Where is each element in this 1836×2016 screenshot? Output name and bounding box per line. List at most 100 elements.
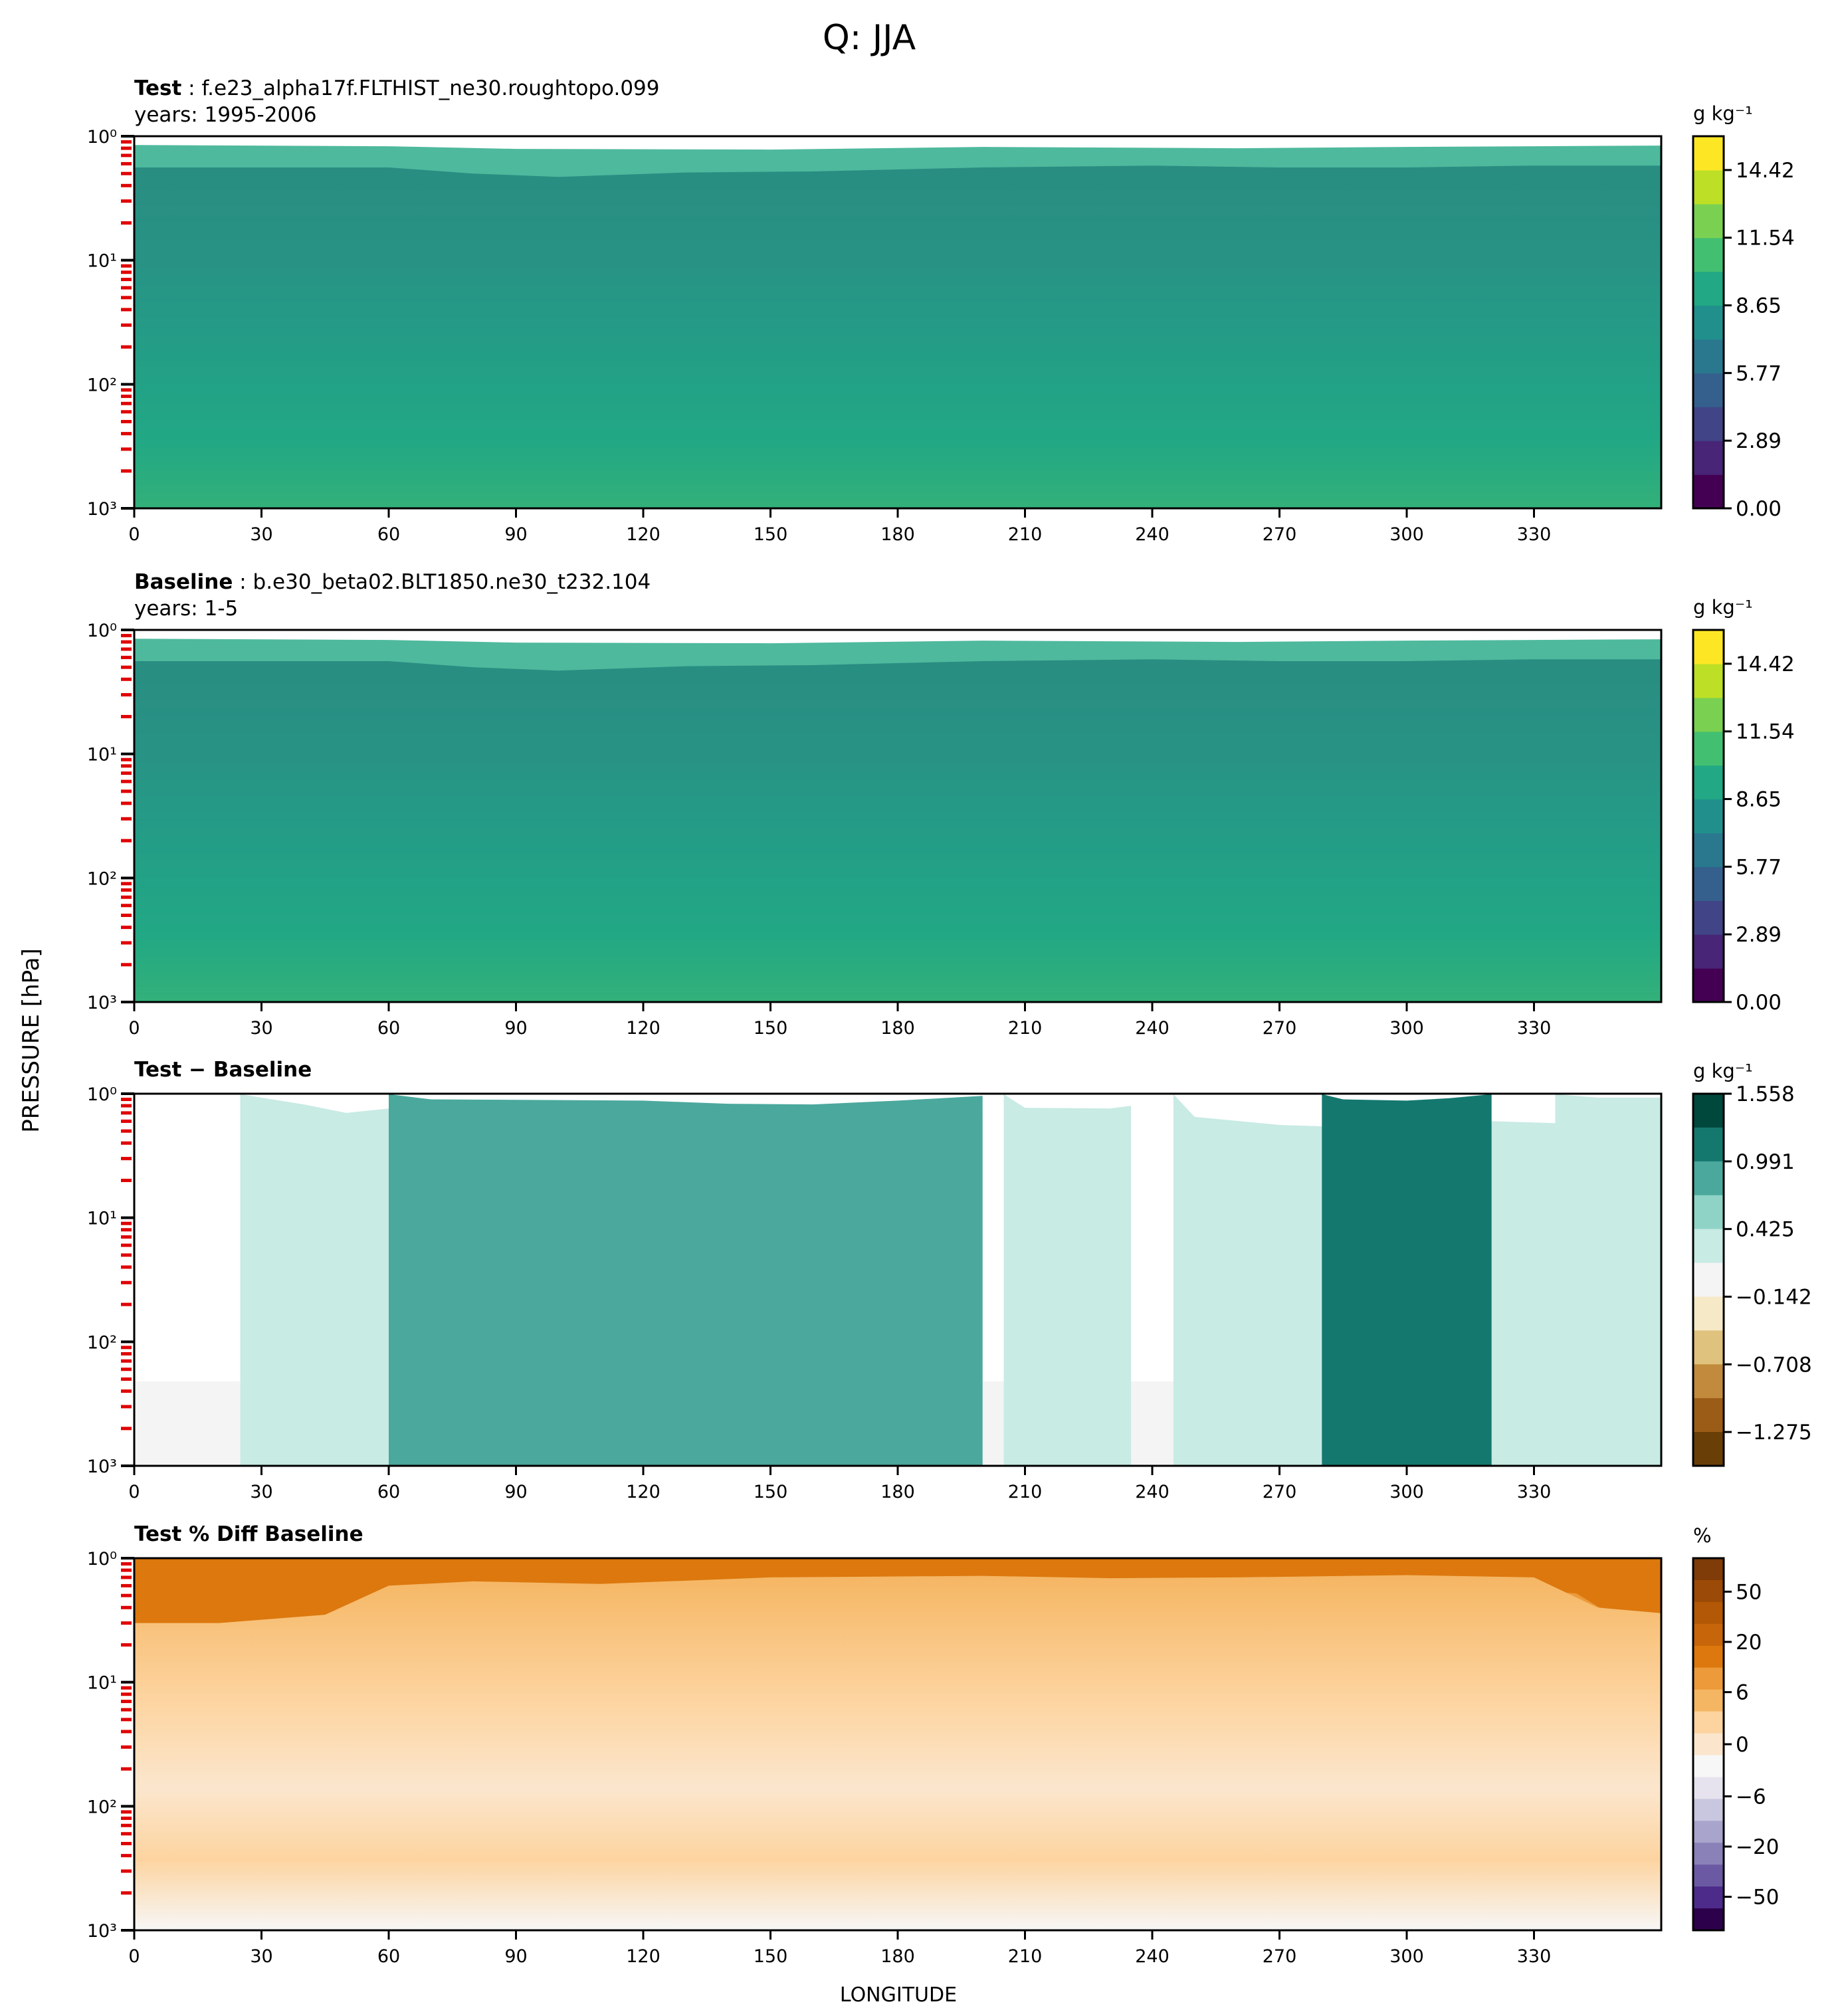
x-tick-label: 270 (1263, 1946, 1297, 1967)
colorbar-bin (1693, 731, 1724, 766)
colorbar-bin (1693, 1330, 1724, 1365)
colorbar-bin (1693, 441, 1724, 475)
heatmap-field (134, 145, 1661, 508)
x-tick-label: 180 (880, 1018, 915, 1039)
colorbar-bin (1693, 373, 1724, 407)
colorbar-tick-label: 20 (1736, 1631, 1762, 1655)
colorbar-bin (1693, 934, 1724, 969)
x-tick-label: 330 (1517, 1018, 1552, 1039)
x-tick-label: 210 (1008, 1946, 1043, 1967)
colorbar-units: g kg⁻¹ (1693, 1060, 1753, 1082)
colorbar-bin (1693, 203, 1724, 239)
colorbar-bin (1693, 1262, 1724, 1298)
y-tick-label: 10⁰ (87, 1549, 117, 1569)
colorbar-bin (1693, 1127, 1724, 1162)
colorbar-tick-label: 0.00 (1736, 991, 1782, 1015)
colorbar-tick-label: 5.77 (1736, 855, 1782, 879)
colorbar-bin (1693, 1799, 1724, 1821)
colorbar-bin (1693, 1432, 1724, 1466)
x-tick-label: 120 (626, 1018, 661, 1039)
colorbar-bin (1693, 833, 1724, 867)
colorbar-bin (1693, 136, 1724, 171)
field-region-positive (1555, 1094, 1661, 1466)
y-tick-label: 10¹ (87, 1209, 117, 1229)
colorbar-bin (1693, 1733, 1724, 1756)
colorbar-bin (1693, 1195, 1724, 1230)
colorbar-bin (1693, 697, 1724, 732)
y-tick-label: 10² (87, 375, 117, 395)
colorbar-bin (1693, 799, 1724, 834)
colorbar-bin (1693, 1645, 1724, 1668)
colorbar-tick-label: 0.425 (1736, 1218, 1795, 1242)
y-axis-label: PRESSURE [hPa] (18, 948, 45, 1132)
colorbar-border (1692, 1092, 1725, 1467)
x-tick-label: 150 (754, 1482, 788, 1502)
y-tick-label: 10³ (87, 1457, 117, 1477)
x-tick-label: 270 (1263, 1482, 1297, 1502)
colorbar-bin (1693, 1558, 1724, 1581)
colorbar-tick-label: −0.708 (1736, 1353, 1812, 1377)
colorbar-tick-label: 1.558 (1736, 1082, 1795, 1106)
y-tick-label: 10⁰ (87, 621, 117, 641)
colorbar-units: g kg⁻¹ (1693, 102, 1753, 125)
colorbar-tick-label: 0.00 (1736, 497, 1782, 521)
field-region-small-positive (134, 1575, 1661, 1930)
panel-title-rest: : f.e23_alpha17f.FLTHIST_ne30.roughtopo.… (181, 76, 659, 100)
x-tick-label: 240 (1135, 1482, 1170, 1502)
colorbar-border (1692, 629, 1725, 1003)
x-tick-label: 300 (1389, 524, 1424, 545)
colorbar-bin (1693, 1364, 1724, 1399)
colorbar-bin (1693, 271, 1724, 306)
colorbar-bin (1693, 968, 1724, 1003)
x-tick-label: 0 (128, 1482, 140, 1502)
x-tick-label: 90 (504, 1946, 527, 1967)
panel-title-bold: Test − Baseline (134, 1058, 312, 1082)
x-tick-label: 90 (504, 524, 527, 545)
field-region-positive (1003, 1094, 1132, 1466)
x-tick-label: 30 (250, 524, 272, 545)
panel-title-bold: Test % Diff Baseline (134, 1522, 363, 1546)
figure-title: Q: JJA (823, 18, 916, 58)
colorbar-border (1692, 135, 1725, 510)
x-tick-label: 150 (754, 1018, 788, 1039)
colorbar-tick-label: −1.275 (1736, 1421, 1812, 1445)
x-tick-label: 0 (128, 524, 140, 545)
x-tick-label: 60 (377, 1482, 400, 1502)
x-tick-label: 240 (1135, 1946, 1170, 1967)
x-tick-label: 120 (626, 1482, 661, 1502)
panel-title-bold: Test (134, 76, 182, 100)
x-axis-label: LONGITUDE (840, 1983, 957, 2007)
x-tick-label: 300 (1389, 1482, 1424, 1502)
colorbar: g kg⁻¹ 0.00 2.89 5.77 8.65 11.54 14.42 (1692, 102, 1795, 521)
colorbar-tick-label: 14.42 (1736, 159, 1795, 183)
y-tick-label: 10² (87, 1332, 117, 1353)
x-tick-label: 180 (880, 1482, 915, 1502)
x-tick-label: 90 (504, 1018, 527, 1039)
colorbar-tick-label: 2.89 (1736, 923, 1782, 947)
colorbar-bin (1693, 1229, 1724, 1264)
y-tick-label: 10¹ (87, 251, 117, 272)
x-tick-label: 60 (377, 1946, 400, 1967)
axes-frame: 10⁰ 10¹ 10² 10³ 0 30 60 90 120 150 180 210 240 270 300… (87, 1058, 1663, 1502)
y-tick-label: 10¹ (87, 1673, 117, 1694)
colorbar-tick-label: 6 (1736, 1681, 1749, 1705)
colorbar-bin (1693, 1623, 1724, 1647)
panel-title: Baseline : b.e30_beta02.BLT1850.ne30_t23… (134, 570, 651, 594)
x-tick-label: 210 (1008, 1018, 1043, 1039)
colorbar-tick-label: 8.65 (1736, 788, 1782, 812)
x-tick-label: 270 (1263, 524, 1297, 545)
panel-subtitle: years: 1995-2006 (134, 103, 317, 127)
axes-frame: 10⁰ 10¹ 10² 10³ 0 30 60 90 120 150 180 210 240 270 300… (87, 1522, 1663, 1967)
colorbar-bin (1693, 1886, 1724, 1909)
colorbar-bin (1693, 663, 1724, 698)
colorbar-units: % (1693, 1524, 1712, 1547)
colorbar-bin (1693, 169, 1724, 205)
panel-subtitle: years: 1-5 (134, 597, 238, 621)
x-tick-label: 240 (1135, 524, 1170, 545)
colorbar-tick-label: −20 (1736, 1835, 1779, 1859)
colorbar-tick-label: −0.142 (1736, 1285, 1812, 1309)
panel-title: Test % Diff Baseline (134, 1522, 363, 1546)
y-tick-label: 10² (87, 1797, 117, 1817)
colorbar-bin (1693, 1843, 1724, 1865)
y-tick-label: 10³ (87, 993, 117, 1013)
